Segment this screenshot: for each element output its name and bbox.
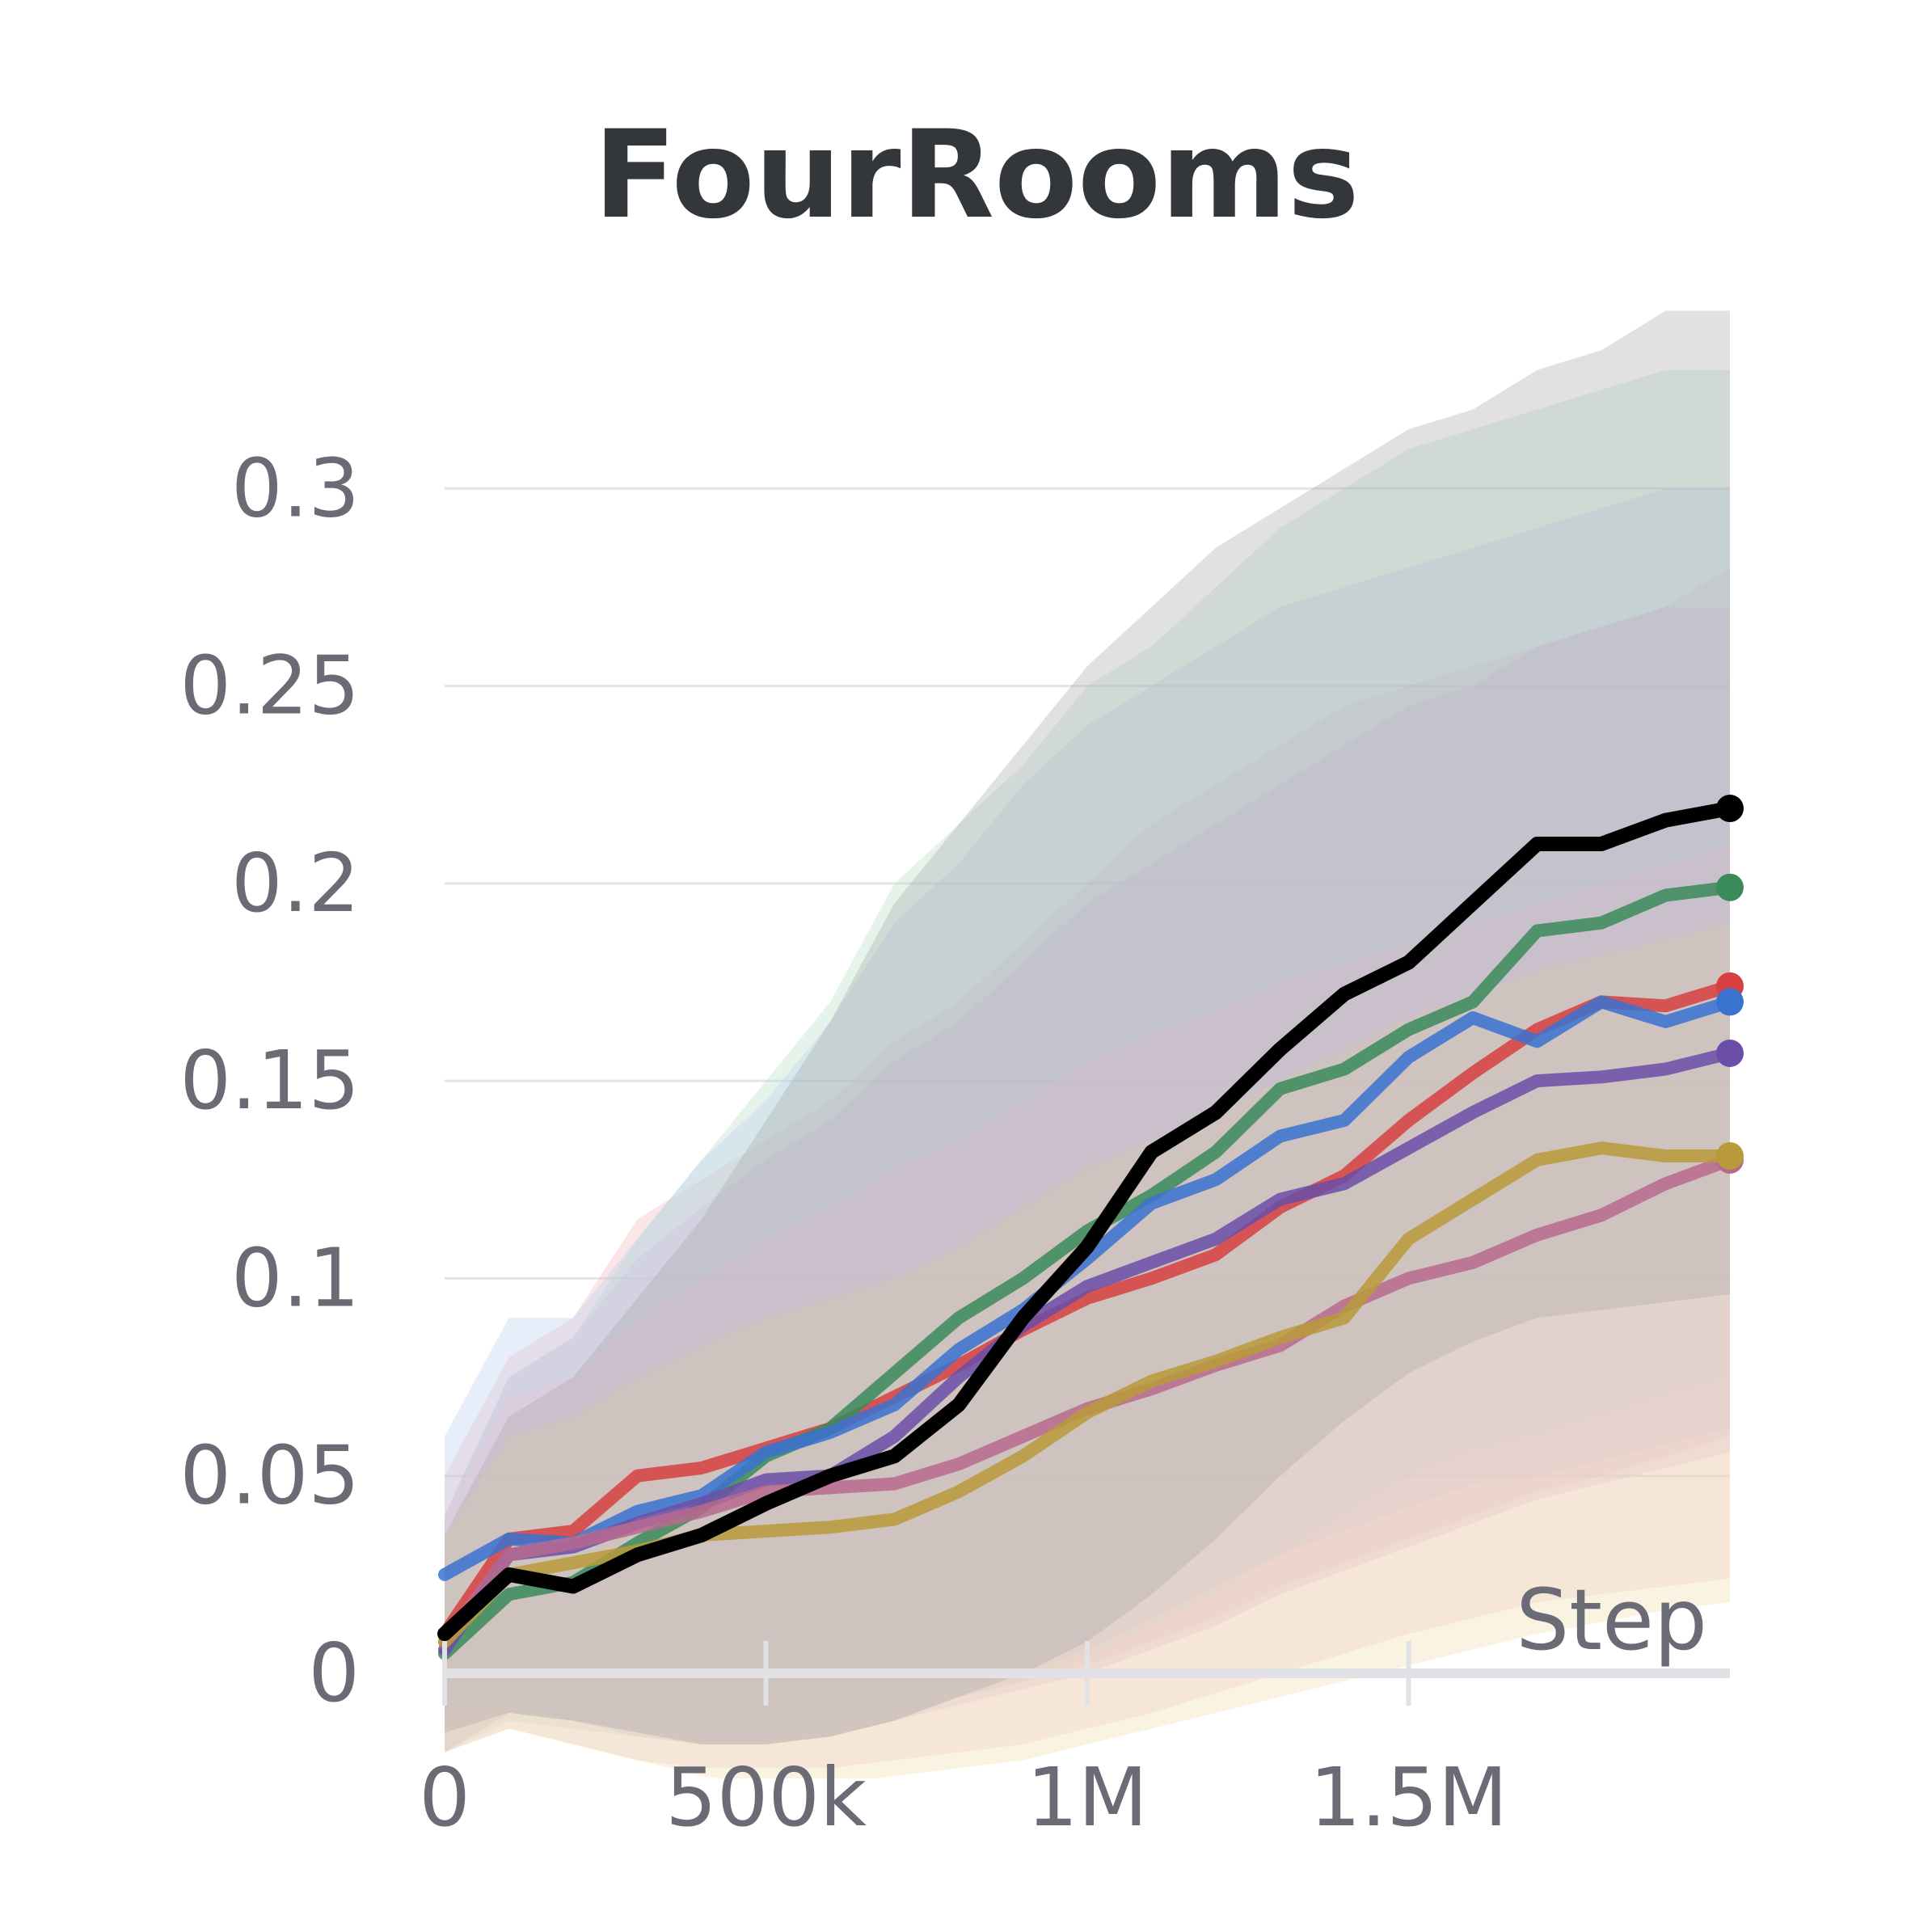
- y-tick-label: 0.2: [231, 836, 360, 930]
- series-endpoint-5: [1716, 1141, 1744, 1170]
- confidence-bands: [445, 310, 1730, 1778]
- series-endpoint-3: [1716, 1039, 1744, 1067]
- series-band-6: [445, 310, 1730, 1744]
- series-endpoint-2: [1716, 988, 1744, 1016]
- y-tick-label: 0.1: [231, 1230, 360, 1325]
- x-tick-label: 0: [419, 1750, 470, 1845]
- series-band-5: [445, 922, 1730, 1778]
- chart-title: FourRooms: [593, 105, 1359, 246]
- y-tick-label: 0.3: [231, 441, 360, 535]
- series-endpoint-1: [1716, 873, 1744, 901]
- y-tick-label: 0.15: [179, 1033, 360, 1128]
- y-axis-ticks: 0 0.05 0.1 0.15 0.2 0.25 0.3: [179, 441, 360, 1720]
- x-tick-label: 1M: [1027, 1750, 1148, 1845]
- x-axis-ticks: 0 500k 1M 1.5M: [419, 1641, 1508, 1845]
- gridlines: [445, 487, 1730, 1478]
- series-endpoint-6: [1716, 795, 1744, 823]
- series-line-1: [438, 880, 1736, 1660]
- series-line-0: [438, 979, 1736, 1641]
- series-band-3: [445, 606, 1730, 1753]
- series-band-1: [445, 369, 1730, 1753]
- x-tick-label: 500k: [665, 1750, 867, 1845]
- series-lines: [437, 795, 1744, 1660]
- y-tick-label: 0.05: [179, 1428, 360, 1523]
- series-line-2: [438, 995, 1736, 1581]
- x-axis-label: Step: [1516, 1571, 1707, 1669]
- y-tick-label: 0: [308, 1626, 360, 1720]
- series-line-6: [437, 801, 1737, 1642]
- x-tick-label: 1.5M: [1310, 1750, 1508, 1845]
- series-band-2: [445, 488, 1730, 1737]
- y-tick-label: 0.25: [179, 639, 360, 733]
